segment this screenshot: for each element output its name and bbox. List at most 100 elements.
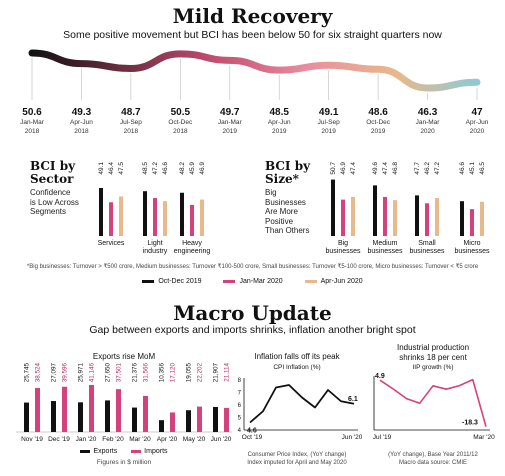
bar [415,195,419,236]
bar [159,420,164,432]
bar-value-label: 31,566 [143,363,150,383]
bar [153,198,157,236]
legend-item-oct-dec-2019: Oct-Dec 2019 [142,278,202,285]
bar-value-label: 17,120 [170,363,177,383]
exports-legend: Exports Imports [10,448,238,455]
legend-swatch-tan [304,279,317,283]
bar-value-label: 45.9 [189,162,196,175]
bar [200,199,204,236]
x-tick-label: Apr '20 [157,436,178,443]
bar [425,203,429,236]
cpi-first-label: 4.6 [247,428,257,435]
trend-x-tick-label: Apr-Jun [466,119,489,126]
bar [51,401,56,432]
bar-value-label: 46.9 [340,162,347,175]
legend-item-imports: Imports [131,448,168,455]
bar-value-label: 46.6 [459,162,466,175]
bci-trend-chart: 50.6Jan-Mar201849.3Apr-Jun201848.7Jul-Se… [20,49,489,135]
trend-x-tick-label: 2018 [74,128,89,135]
bci-sector-chart: 49.1 46.4 47.5 Services 48.5 47.2 46.6 Lightind… [98,162,211,255]
trend-x-tick-label: Oct-Dec [168,119,193,126]
bar-value-label: 27,650 [105,363,112,383]
macro-title: Macro Update [173,301,332,325]
macro-subtitle: Gap between exports and imports shrinks,… [89,324,416,336]
bar [470,209,474,236]
legend-label: Apr-Jun 2020 [320,278,363,285]
trend-x-tick-label: 2018 [25,128,40,135]
bar-value-label: 39,596 [62,363,69,383]
bci-legend: Oct-Dec 2019 Jan-Mar 2020 Apr-Jun 2020 [0,278,505,285]
trend-x-tick-label: 2020 [470,128,485,135]
y-tick-label: 4 [238,428,242,434]
bar [351,196,355,236]
bar [89,384,94,432]
x-tick-label: Nov '19 [21,436,43,443]
legend-swatch-pink [223,279,236,283]
bar-value-label: 50.7 [330,162,337,175]
x-tick-label: Jul '19 [373,434,392,441]
size-heading: BCI by Size* Big Businesses Are More Pos… [265,160,310,236]
x-tick-label: Jun '20 [211,436,232,443]
y-tick-label: 6 [238,403,242,409]
sector-title-line2: Sector [30,172,74,186]
category-label: Light [147,240,162,247]
trend-x-tick-label: Jan-Mar [218,119,243,126]
x-tick-label: Dec '19 [48,436,70,443]
cpi-chart: 8 7 6 5 4 4.6 6.1 Oct '19 Jun '20 [238,378,362,441]
bar-value-label: 19,055 [186,363,193,383]
trend-value-label: 50.6 [22,107,42,118]
sector-sub-line1: Confidence [30,188,71,197]
y-tick-label: 7 [238,391,242,397]
bar-value-label: 47.5 [118,162,125,175]
iip-first-label: 4.9 [375,373,385,380]
bar-value-label: 21,907 [213,363,220,383]
sector-sub-line2: is Low Across [30,197,79,207]
bar [24,402,29,432]
category-label: Medium [373,240,398,247]
bar [35,387,40,432]
legend-label: Imports [144,448,168,455]
trend-x-tick-label: 2019 [321,128,336,135]
bar [383,196,387,236]
trend-x-tick-label: Apr-Jun [268,119,291,126]
iip-title-1: Industrial production [396,343,470,352]
bar [480,201,484,236]
legend-swatch-black [142,279,155,283]
bar-value-label: 27,097 [51,363,58,383]
y-tick-label: 5 [238,416,242,422]
category-label: Heavy [182,240,202,247]
bar-value-label: 49.6 [372,162,379,175]
bar [331,179,335,236]
bar [460,201,464,236]
bar-value-label: 47.4 [382,162,389,175]
bar [62,386,67,432]
category-label: businesses [367,248,403,255]
cpi-note-1: Consumer Price Index, (YoY change) [247,452,347,458]
iip-note-1: (YoY change), Base Year 2011/12 [388,452,478,458]
iip-title-2: shrinks 18 per cent [399,353,467,362]
category-label: Big [338,240,348,247]
bar-value-label: 25,971 [78,363,85,383]
bar-value-label: 38,524 [35,363,42,383]
bar-value-label: 48.5 [142,162,149,175]
bar [170,412,175,432]
trend-x-tick-label: Jul-Sep [120,119,142,126]
trend-value-label: 49.7 [220,107,240,118]
trend-x-tick-label: Jan-Mar [416,119,441,126]
bar [109,202,113,236]
bar-value-label: 21,114 [224,363,231,382]
category-label: Services [98,240,125,247]
iip-caption: IIP growth (%) [412,364,454,371]
trend-x-tick-label: Jan-Mar [20,119,45,126]
bar [119,196,123,236]
bar [224,407,229,432]
bar-value-label: 46.5 [479,162,486,175]
cpi-caption: CPI Inflation (%) [273,364,321,371]
trend-x-tick-label: 2020 [420,128,435,135]
bar [213,406,218,432]
bar [143,191,147,236]
bar [180,192,184,236]
x-tick-label: Oct '19 [242,434,263,441]
bar [435,198,439,236]
